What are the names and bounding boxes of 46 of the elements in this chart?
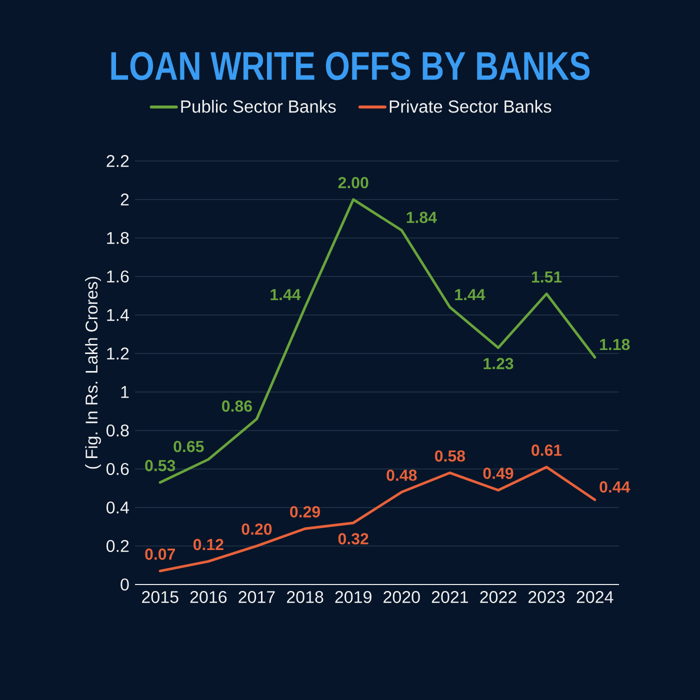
x-tick-label: 2021 xyxy=(432,591,468,604)
legend-label: Public Sector Banks xyxy=(181,100,336,113)
data-label: 0.12 xyxy=(193,538,224,550)
x-tick-label: 2018 xyxy=(286,591,324,604)
y-tick-label: 1 xyxy=(121,386,129,398)
data-label: 1.84 xyxy=(406,212,437,224)
data-label: 0.86 xyxy=(222,400,252,412)
y-tick-label: 2.2 xyxy=(106,155,129,167)
y-tick-label: 0.2 xyxy=(106,540,129,552)
x-tick-label: 2020 xyxy=(384,591,420,604)
data-label: 0.44 xyxy=(600,481,630,493)
data-label: 1.44 xyxy=(270,289,301,300)
x-tick-label: 2017 xyxy=(238,591,275,604)
data-label: 0.58 xyxy=(435,450,466,462)
y-tick-label: 1.4 xyxy=(107,309,129,321)
y-tick-label: 1.8 xyxy=(107,232,129,244)
data-label: 0.53 xyxy=(145,460,176,472)
data-label: 0.49 xyxy=(483,468,514,479)
data-label: 0.29 xyxy=(290,506,320,518)
x-tick-label: 2024 xyxy=(576,591,614,604)
data-label: 1.23 xyxy=(484,358,514,370)
legend-label: Private Sector Banks xyxy=(390,100,552,113)
data-label: 1.18 xyxy=(600,338,630,350)
data-label: 2.00 xyxy=(338,176,368,188)
x-tick-label: 2023 xyxy=(528,591,565,604)
y-axis-title: ( Fig. In Rs. Lakh Crores) xyxy=(85,276,101,469)
data-label: 0.20 xyxy=(242,523,272,535)
x-tick-label: 2016 xyxy=(190,591,227,604)
data-label: 0.48 xyxy=(386,470,417,481)
data-label: 1.44 xyxy=(455,289,486,300)
data-label: 0.61 xyxy=(532,444,562,456)
data-label: 1.51 xyxy=(532,271,562,283)
x-tick-label: 2015 xyxy=(142,591,178,604)
y-tick-label: 0.8 xyxy=(106,424,129,437)
y-tick-label: 0.6 xyxy=(106,462,129,476)
y-tick-label: 0.4 xyxy=(106,501,129,514)
y-tick-label: 0 xyxy=(120,578,129,591)
data-label: 0.65 xyxy=(174,440,204,452)
y-tick-label: 1.6 xyxy=(107,270,129,283)
x-tick-label: 2022 xyxy=(480,591,516,604)
y-tick-label: 2 xyxy=(120,194,129,206)
x-tick-label: 2019 xyxy=(335,591,372,604)
chart-title: LOAN WRITE OFFS BY BANKS xyxy=(111,52,590,80)
y-tick-label: 1.2 xyxy=(107,348,129,360)
data-label: 0.32 xyxy=(338,533,368,544)
data-label: 0.07 xyxy=(145,548,175,560)
